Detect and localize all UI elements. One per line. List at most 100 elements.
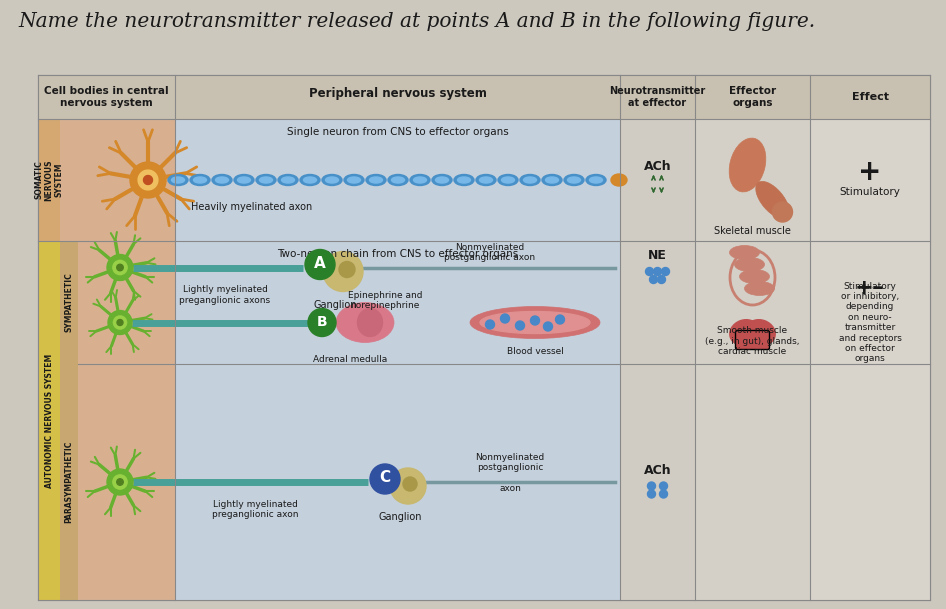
Ellipse shape [388,175,408,186]
Text: +–: +– [855,278,885,298]
Circle shape [500,314,510,323]
Ellipse shape [336,303,394,342]
Ellipse shape [470,306,600,339]
Text: Lightly myelinated
preganglionic axons: Lightly myelinated preganglionic axons [180,286,271,305]
Ellipse shape [564,175,584,186]
Circle shape [555,315,565,324]
Ellipse shape [237,177,251,183]
Ellipse shape [278,175,298,186]
Ellipse shape [734,258,764,272]
Ellipse shape [523,177,536,183]
Circle shape [114,316,127,329]
Ellipse shape [304,177,317,183]
Text: ACh: ACh [643,160,672,172]
Circle shape [661,267,670,275]
Circle shape [647,490,656,498]
Ellipse shape [358,309,382,337]
Text: Single neuron from CNS to effector organs: Single neuron from CNS to effector organ… [287,127,508,137]
Ellipse shape [546,177,558,183]
Circle shape [138,170,158,190]
Ellipse shape [745,320,775,345]
Ellipse shape [366,175,386,186]
Text: B: B [317,314,327,328]
Ellipse shape [344,175,364,186]
Text: Blood vessel: Blood vessel [506,348,564,356]
Circle shape [647,482,656,490]
Ellipse shape [480,311,590,334]
Ellipse shape [190,175,210,186]
Bar [60,364,78,600]
Ellipse shape [347,177,360,183]
Text: AUTONOMIC NERVOUS SYSTEM: AUTONOMIC NERVOUS SYSTEM [44,353,54,488]
Ellipse shape [729,138,766,192]
Circle shape [130,162,166,198]
Text: PARASYMPATHETIC: PARASYMPATHETIC [64,441,74,523]
Circle shape [531,316,539,325]
Circle shape [116,479,123,485]
Ellipse shape [392,177,405,183]
Bar [175,364,620,600]
Circle shape [116,264,123,271]
Ellipse shape [586,175,606,186]
Ellipse shape [435,177,448,183]
Ellipse shape [212,175,232,186]
Bar [810,119,930,600]
Ellipse shape [589,177,603,183]
Ellipse shape [745,281,775,295]
Bar [695,119,810,600]
Ellipse shape [740,270,769,284]
Circle shape [308,309,336,337]
Ellipse shape [501,177,515,183]
Circle shape [645,267,654,275]
Circle shape [650,275,657,284]
Ellipse shape [520,175,540,186]
Text: Lightly myelinated
preganglionic axon: Lightly myelinated preganglionic axon [212,500,298,519]
Text: Peripheral nervous system: Peripheral nervous system [308,86,486,99]
Bar [38,75,930,119]
Text: Skeletal muscle: Skeletal muscle [714,226,791,236]
Bar [60,241,78,364]
Ellipse shape [458,177,470,183]
Text: NE: NE [648,249,667,262]
Ellipse shape [234,175,254,186]
Bar [175,119,620,241]
Ellipse shape [322,175,342,186]
Text: Adrenal medulla: Adrenal medulla [313,354,387,364]
Circle shape [305,250,335,280]
Text: axon: axon [499,484,521,493]
FancyBboxPatch shape [735,331,769,350]
Ellipse shape [611,174,627,186]
Circle shape [107,469,133,495]
Bar [38,119,60,241]
Circle shape [773,202,793,222]
Text: Stimulatory
or inhibitory,
depending
on neuro-
transmitter
and receptors
on effe: Stimulatory or inhibitory, depending on … [838,281,902,364]
Bar [620,119,695,600]
Ellipse shape [729,245,760,259]
Ellipse shape [168,175,188,186]
Text: Two-neuron chain from CNS to effector organs: Two-neuron chain from CNS to effector or… [277,249,518,259]
Text: Effector
organs: Effector organs [729,86,776,108]
Circle shape [113,475,127,489]
Ellipse shape [454,175,474,186]
Bar [38,241,60,600]
Text: Smooth muscle
(e.g., in gut), glands,
cardiac muscle: Smooth muscle (e.g., in gut), glands, ca… [706,326,799,356]
Ellipse shape [432,175,452,186]
Ellipse shape [410,175,430,186]
Circle shape [485,320,495,329]
Text: +: + [858,158,882,186]
Text: Stimulatory: Stimulatory [839,187,901,197]
Ellipse shape [259,177,272,183]
Ellipse shape [476,175,496,186]
Text: C: C [379,471,391,485]
Text: Neurotransmitter
at effector: Neurotransmitter at effector [609,86,706,108]
Circle shape [339,261,355,278]
Circle shape [390,468,426,504]
Text: A: A [314,256,325,271]
Ellipse shape [413,177,427,183]
Bar [78,364,175,600]
Circle shape [516,321,524,330]
Ellipse shape [256,175,276,186]
Text: Epinephrine and
norepinephrine: Epinephrine and norepinephrine [348,291,422,310]
Circle shape [403,477,417,491]
Circle shape [323,252,363,292]
